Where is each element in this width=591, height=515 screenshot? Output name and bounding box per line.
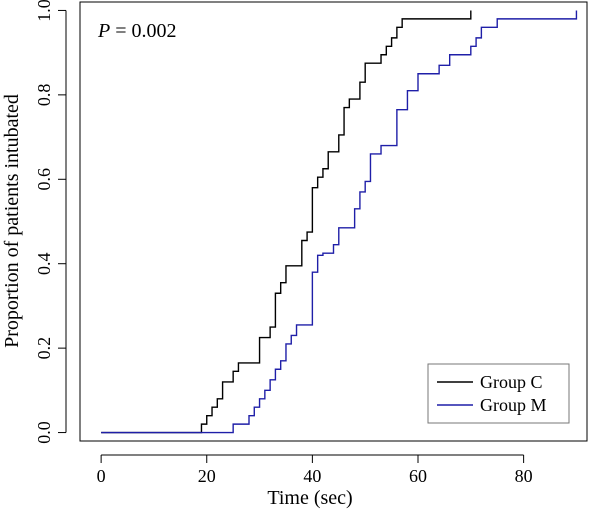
legend-label-group-m: Group M [480,395,547,415]
y-tick-label: 0.4 [34,252,54,275]
y-tick-label: 0.8 [34,84,54,107]
y-tick-label: 0.2 [34,337,54,360]
legend-label-group-c: Group C [480,372,543,392]
p-value-annotation: P = 0.002 [97,20,177,42]
y-tick-label: 1.0 [34,0,54,22]
series-line-group-m [101,10,578,434]
plot-frame [79,1,588,442]
x-tick-label: 60 [409,466,427,486]
p-value-symbol: P [97,20,110,42]
curves [101,10,578,434]
y-axis: 0.0 0.2 0.4 0.6 0.8 1.0 [34,0,67,444]
p-value-text: = 0.002 [110,20,176,42]
legend: Group C Group M [427,363,570,424]
x-axis-label: Time (sec) [267,487,352,509]
x-tick-label: 0 [97,466,106,486]
x-tick-label: 40 [303,466,321,486]
y-tick-label: 0.6 [34,168,54,191]
series-line-group-c [101,10,472,434]
legend-box [427,363,570,424]
y-axis-label: Proportion of patients intubated [1,94,23,348]
x-tick-label: 20 [198,466,216,486]
x-axis: 0 20 40 60 80 [97,454,533,486]
y-tick-label: 0.0 [34,421,54,444]
x-tick-label: 80 [515,466,533,486]
